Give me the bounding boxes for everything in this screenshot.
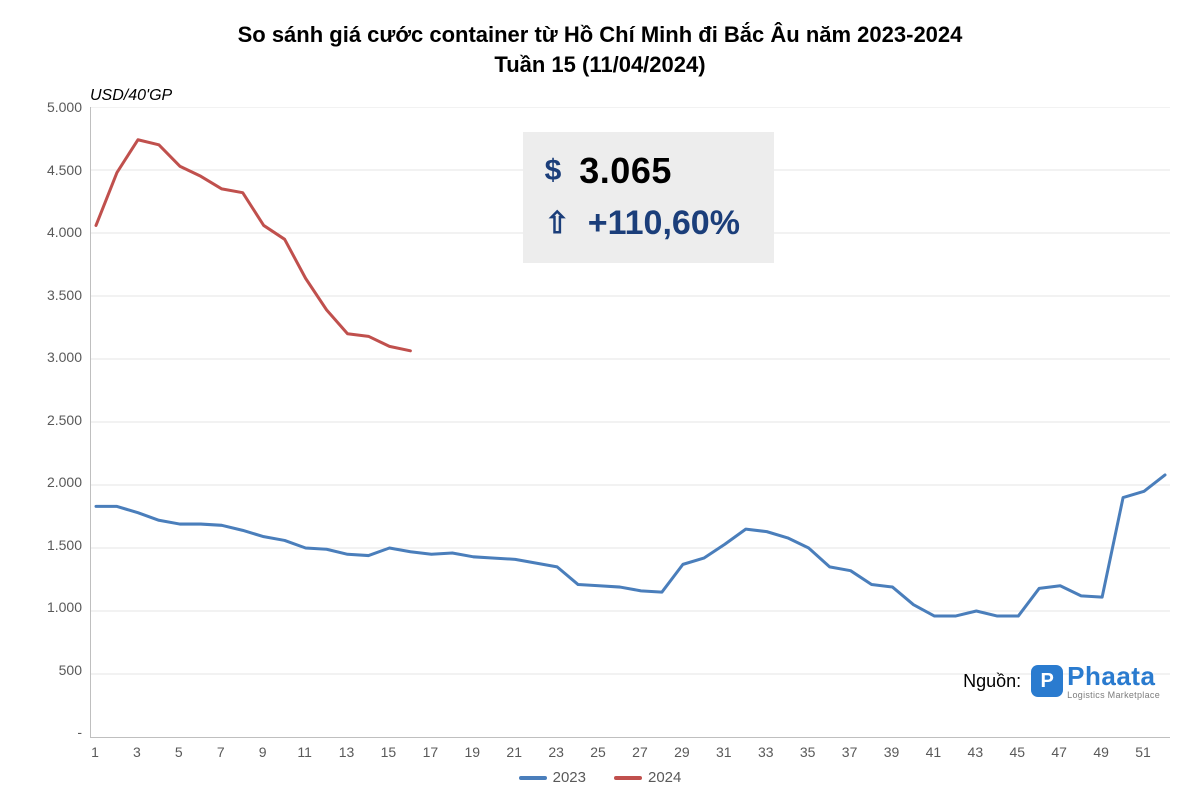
y-tick: 1.500 [47, 537, 82, 553]
title-line-1: So sánh giá cước container từ Hồ Chí Min… [238, 22, 963, 47]
plot-area: $ 3.065 ⇧ +110,60% Nguồn: P Phaata Logis… [90, 107, 1170, 738]
logo-name: Phaata [1067, 663, 1160, 689]
legend-swatch-icon [519, 776, 547, 780]
y-tick: 4.000 [47, 224, 82, 240]
change-value: +110,60% [588, 204, 740, 243]
y-tick: 2.000 [47, 474, 82, 490]
info-box: $ 3.065 ⇧ +110,60% [523, 132, 774, 263]
y-tick: 3.500 [47, 287, 82, 303]
legend-label: 2024 [648, 769, 681, 786]
y-axis-label: USD/40'GP [90, 87, 1170, 105]
x-tick: 37 [842, 744, 858, 760]
source-attribution: Nguồn: P Phaata Logistics Marketplace [963, 663, 1160, 700]
y-tick: - [77, 724, 82, 740]
y-tick: 3.000 [47, 349, 82, 365]
price-value: 3.065 [579, 150, 672, 192]
series-line [96, 475, 1165, 616]
x-tick: 31 [716, 744, 732, 760]
logo-badge-icon: P [1031, 665, 1063, 697]
legend-item: 2024 [614, 769, 681, 786]
x-tick: 21 [506, 744, 522, 760]
x-tick: 47 [1051, 744, 1067, 760]
y-tick: 4.500 [47, 162, 82, 178]
x-tick: 35 [800, 744, 816, 760]
x-tick: 1 [91, 744, 99, 760]
chart-area: - 500 1.000 1.500 2.000 2.500 3.000 3.500 4.000 4… [30, 107, 1170, 738]
x-tick: 15 [381, 744, 397, 760]
x-tick: 33 [758, 744, 774, 760]
legend: 2023 2024 [30, 763, 1170, 790]
x-tick: 19 [464, 744, 480, 760]
x-tick: 43 [968, 744, 984, 760]
source-logo: P Phaata Logistics Marketplace [1031, 663, 1160, 700]
x-tick: 13 [339, 744, 355, 760]
x-tick: 27 [632, 744, 648, 760]
y-tick: 1.000 [47, 599, 82, 615]
y-tick: 5.000 [47, 99, 82, 115]
series-line [96, 140, 410, 351]
y-tick: 2.500 [47, 412, 82, 428]
source-label: Nguồn: [963, 671, 1021, 692]
title-line-2: Tuần 15 (11/04/2024) [494, 52, 705, 77]
x-tick: 39 [884, 744, 900, 760]
logo-subtitle: Logistics Marketplace [1067, 691, 1160, 700]
x-tick: 5 [175, 744, 183, 760]
legend-label: 2023 [553, 769, 586, 786]
x-axis: 1357911131517192123252729313335373941434… [90, 738, 1170, 763]
change-row: ⇧ +110,60% [545, 204, 740, 243]
x-tick: 9 [259, 744, 267, 760]
x-tick: 51 [1135, 744, 1151, 760]
x-tick: 41 [926, 744, 942, 760]
y-tick: 500 [59, 662, 82, 678]
price-row: $ 3.065 [545, 150, 740, 192]
x-tick: 17 [423, 744, 439, 760]
chart-title: So sánh giá cước container từ Hồ Chí Min… [30, 20, 1170, 79]
legend-item: 2023 [519, 769, 586, 786]
legend-swatch-icon [614, 776, 642, 780]
x-tick: 45 [1009, 744, 1025, 760]
arrow-up-icon: ⇧ [545, 206, 570, 241]
dollar-icon: $ [545, 154, 562, 188]
y-axis: - 500 1.000 1.500 2.000 2.500 3.000 3.500 4.000 4… [30, 107, 90, 738]
x-tick: 29 [674, 744, 690, 760]
x-tick: 11 [297, 744, 312, 760]
x-tick: 7 [217, 744, 225, 760]
x-tick: 25 [590, 744, 606, 760]
x-tick: 23 [548, 744, 564, 760]
x-tick: 3 [133, 744, 141, 760]
logo-text: Phaata Logistics Marketplace [1067, 663, 1160, 700]
x-tick: 49 [1093, 744, 1109, 760]
